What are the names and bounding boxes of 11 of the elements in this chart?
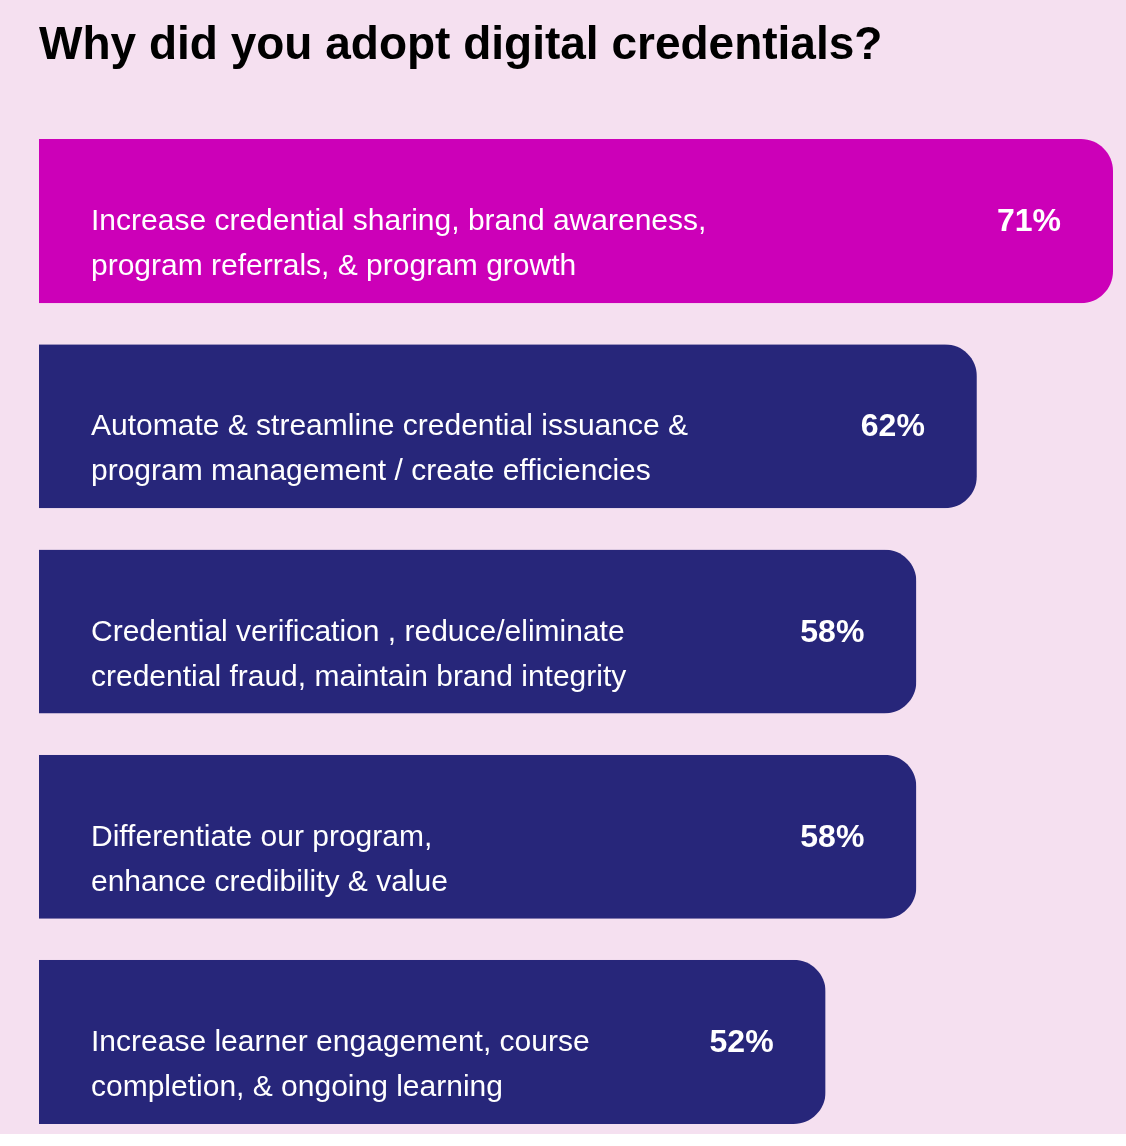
y-tick-label: Increase credential sharing, brand awareness, program referrals, & program growth bbox=[91, 203, 707, 282]
data-label: 71% bbox=[996, 202, 1061, 239]
y-tick-label: Differentiate our program, enhance credibility & value bbox=[91, 818, 448, 897]
data-label: 58% bbox=[800, 612, 865, 649]
y-tick-label: Increase learner engagement, course completion, & ongoing learning bbox=[91, 1023, 590, 1102]
y-tick-label: Automate & streamline credential issuance & program management / create efficiencies bbox=[91, 408, 688, 487]
data-label: 62% bbox=[860, 407, 925, 444]
data-label: 52% bbox=[709, 1022, 774, 1059]
data-label: 58% bbox=[800, 817, 865, 854]
y-tick-label: Credential verification , reduce/eliminate credential fraud, maintain brand integrity bbox=[91, 613, 627, 692]
chart-title: Why did you adopt digital credentials? bbox=[39, 17, 883, 69]
